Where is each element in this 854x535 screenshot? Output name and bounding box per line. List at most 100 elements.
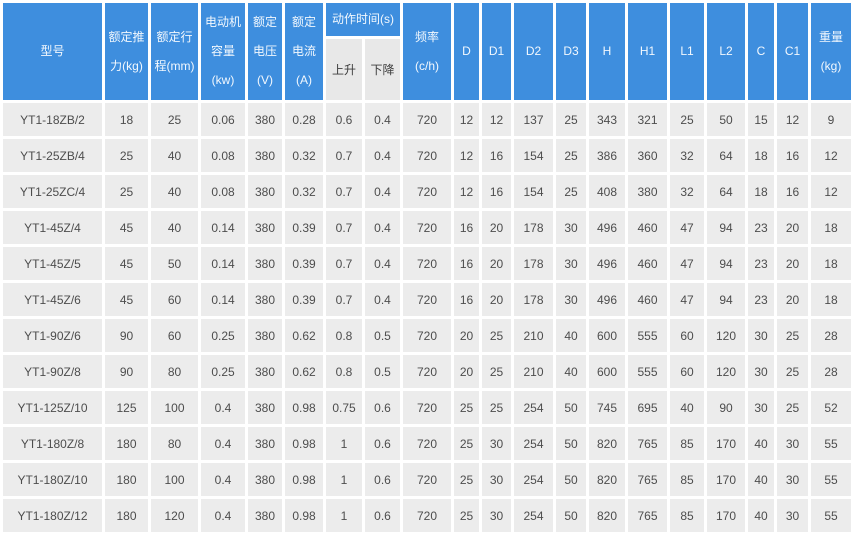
value-cell: 23 [748,247,774,280]
model-cell: YT1-45Z/6 [3,283,102,316]
value-cell: 85 [670,427,704,460]
value-cell: 720 [403,211,451,244]
col-header-dim-h1: H1 [628,3,667,100]
value-cell: 0.4 [201,463,245,496]
col-header-rated-stroke: 额定行 程(mm) [151,3,198,100]
value-cell: 720 [403,103,451,136]
value-cell: 0.25 [201,319,245,352]
value-cell: 0.6 [365,391,400,424]
value-cell: 0.14 [201,283,245,316]
value-cell: 0.39 [285,247,323,280]
value-cell: 154 [514,139,553,172]
value-cell: 0.5 [365,319,400,352]
value-cell: 343 [589,103,625,136]
value-cell: 16 [777,175,808,208]
value-cell: 720 [403,247,451,280]
value-cell: 496 [589,283,625,316]
value-cell: 0.98 [285,391,323,424]
value-cell: 125 [105,391,148,424]
value-cell: 360 [628,139,667,172]
table-row: YT1-180Z/8 180 80 0.4 380 0.98 1 0.6 720 25 30 254 5… [3,427,851,460]
model-cell: YT1-25ZC/4 [3,175,102,208]
value-cell: 600 [589,355,625,388]
model-cell: YT1-25ZB/4 [3,139,102,172]
table-row: YT1-90Z/6 90 60 0.25 380 0.62 0.8 0.5 720 20 25 210… [3,319,851,352]
value-cell: 25 [454,499,479,532]
value-cell: 64 [707,175,745,208]
value-cell: 30 [482,463,511,496]
value-cell: 0.98 [285,463,323,496]
table-row: YT1-25ZB/4 25 40 0.08 380 0.32 0.7 0.4 720 12 16 15… [3,139,851,172]
value-cell: 50 [556,427,586,460]
value-cell: 720 [403,139,451,172]
value-cell: 254 [514,463,553,496]
value-cell: 820 [589,463,625,496]
value-cell: 0.4 [365,211,400,244]
value-cell: 720 [403,499,451,532]
value-cell: 25 [454,463,479,496]
value-cell: 380 [248,247,282,280]
value-cell: 30 [556,211,586,244]
value-cell: 94 [707,211,745,244]
value-cell: 0.98 [285,499,323,532]
value-cell: 25 [105,175,148,208]
value-cell: 765 [628,499,667,532]
value-cell: 18 [748,139,774,172]
value-cell: 25 [556,139,586,172]
value-cell: 16 [454,211,479,244]
value-cell: 460 [628,247,667,280]
value-cell: 720 [403,463,451,496]
value-cell: 0.75 [326,391,362,424]
value-cell: 380 [248,283,282,316]
value-cell: 120 [707,319,745,352]
value-cell: 100 [151,391,198,424]
col-header-fall: 下降 [365,39,400,100]
value-cell: 0.6 [326,103,362,136]
value-cell: 47 [670,211,704,244]
table-header: 型号 额定推 力(kg) 额定行 程(mm) 电动机 容量 (kw) 额定 电压 (V)… [3,3,851,100]
value-cell: 20 [454,355,479,388]
value-cell: 0.06 [201,103,245,136]
col-header-dim-d2: D2 [514,3,553,100]
value-cell: 0.98 [285,427,323,460]
value-cell: 32 [670,139,704,172]
model-cell: YT1-180Z/8 [3,427,102,460]
value-cell: 12 [777,103,808,136]
value-cell: 52 [811,391,851,424]
value-cell: 0.39 [285,283,323,316]
value-cell: 18 [811,283,851,316]
value-cell: 120 [151,499,198,532]
value-cell: 12 [454,175,479,208]
value-cell: 380 [248,103,282,136]
value-cell: 496 [589,211,625,244]
col-header-dim-c1: C1 [777,3,808,100]
value-cell: 60 [151,283,198,316]
value-cell: 25 [482,355,511,388]
value-cell: 600 [589,319,625,352]
col-header-rise: 上升 [326,39,362,100]
col-header-weight: 重量 (kg) [811,3,851,100]
value-cell: 386 [589,139,625,172]
value-cell: 80 [151,427,198,460]
value-cell: 0.28 [285,103,323,136]
value-cell: 380 [248,319,282,352]
value-cell: 210 [514,319,553,352]
value-cell: 18 [105,103,148,136]
value-cell: 55 [811,427,851,460]
value-cell: 30 [777,427,808,460]
col-header-dim-d3: D3 [556,3,586,100]
value-cell: 180 [105,463,148,496]
value-cell: 0.7 [326,175,362,208]
header-row-secondary: 上升 下降 [3,39,851,100]
model-cell: YT1-18ZB/2 [3,103,102,136]
value-cell: 30 [556,247,586,280]
value-cell: 16 [454,247,479,280]
value-cell: 0.08 [201,175,245,208]
value-cell: 30 [482,427,511,460]
value-cell: 1 [326,427,362,460]
value-cell: 60 [151,319,198,352]
value-cell: 25 [670,103,704,136]
value-cell: 745 [589,391,625,424]
value-cell: 55 [811,499,851,532]
